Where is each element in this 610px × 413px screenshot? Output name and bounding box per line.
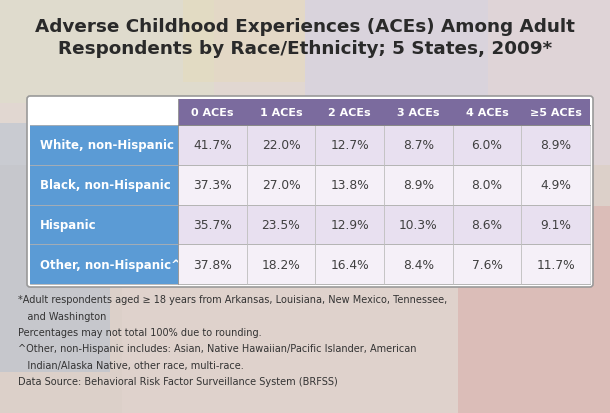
FancyBboxPatch shape [315, 244, 384, 284]
Text: Data Source: Behavioral Risk Factor Surveillance System (BRFSS): Data Source: Behavioral Risk Factor Surv… [18, 377, 338, 387]
Text: 16.4%: 16.4% [331, 258, 369, 271]
Text: 1 ACEs: 1 ACEs [260, 108, 303, 118]
Bar [0, 124, 110, 372]
FancyBboxPatch shape [384, 126, 453, 165]
Text: 9.1%: 9.1% [540, 218, 571, 231]
FancyBboxPatch shape [522, 165, 590, 205]
Text: and Washington: and Washington [18, 311, 106, 321]
Text: 10.3%: 10.3% [399, 218, 437, 231]
FancyBboxPatch shape [246, 244, 315, 284]
FancyBboxPatch shape [246, 126, 315, 165]
Text: 18.2%: 18.2% [262, 258, 300, 271]
FancyBboxPatch shape [178, 244, 246, 284]
Bar [0, 0, 214, 103]
Text: 8.4%: 8.4% [403, 258, 434, 271]
Bar [458, 206, 610, 413]
Text: 37.8%: 37.8% [193, 258, 232, 271]
FancyBboxPatch shape [30, 126, 178, 165]
Text: 41.7%: 41.7% [193, 139, 232, 152]
FancyBboxPatch shape [30, 165, 178, 205]
FancyBboxPatch shape [453, 126, 522, 165]
Text: Percentages may not total 100% due to rounding.: Percentages may not total 100% due to ro… [18, 327, 262, 337]
Text: Hispanic: Hispanic [40, 218, 96, 231]
Text: *Adult respondents aged ≥ 18 years from Arkansas, Louisiana, New Mexico, Tenness: *Adult respondents aged ≥ 18 years from … [18, 294, 447, 304]
Bar [122, 248, 458, 413]
Text: 2 ACEs: 2 ACEs [328, 108, 371, 118]
FancyBboxPatch shape [178, 126, 246, 165]
Text: 8.9%: 8.9% [540, 139, 571, 152]
Text: 4.9%: 4.9% [540, 179, 571, 192]
Text: 12.7%: 12.7% [331, 139, 369, 152]
FancyBboxPatch shape [522, 205, 590, 244]
Text: 6.0%: 6.0% [472, 139, 503, 152]
Text: 37.3%: 37.3% [193, 179, 232, 192]
FancyBboxPatch shape [453, 165, 522, 205]
Text: 8.9%: 8.9% [403, 179, 434, 192]
FancyBboxPatch shape [384, 165, 453, 205]
FancyBboxPatch shape [522, 244, 590, 284]
Text: 7.6%: 7.6% [472, 258, 503, 271]
Text: 35.7%: 35.7% [193, 218, 232, 231]
FancyBboxPatch shape [178, 100, 590, 126]
Text: 27.0%: 27.0% [262, 179, 300, 192]
FancyBboxPatch shape [30, 244, 178, 284]
FancyBboxPatch shape [178, 165, 246, 205]
Text: 12.9%: 12.9% [331, 218, 369, 231]
FancyBboxPatch shape [246, 165, 315, 205]
Bar [305, 0, 610, 165]
Text: Black, non-Hispanic: Black, non-Hispanic [40, 179, 171, 192]
FancyBboxPatch shape [178, 205, 246, 244]
Text: 3 ACEs: 3 ACEs [397, 108, 440, 118]
FancyBboxPatch shape [315, 205, 384, 244]
Text: Adverse Childhood Experiences (ACEs) Among Adult
Respondents by Race/Ethnicity; : Adverse Childhood Experiences (ACEs) Amo… [35, 17, 575, 58]
Text: Indian/Alaska Native, other race, multi-race.: Indian/Alaska Native, other race, multi-… [18, 360, 244, 370]
FancyBboxPatch shape [315, 126, 384, 165]
Text: 22.0%: 22.0% [262, 139, 300, 152]
FancyBboxPatch shape [30, 205, 178, 244]
Text: 13.8%: 13.8% [330, 179, 369, 192]
Text: 4 ACEs: 4 ACEs [465, 108, 508, 118]
Bar [183, 0, 305, 83]
FancyBboxPatch shape [27, 97, 593, 287]
FancyBboxPatch shape [453, 205, 522, 244]
Text: 11.7%: 11.7% [536, 258, 575, 271]
Text: White, non-Hispanic: White, non-Hispanic [40, 139, 174, 152]
Text: Other, non-Hispanic^: Other, non-Hispanic^ [40, 258, 181, 271]
Text: 8.6%: 8.6% [472, 218, 503, 231]
Text: 0 ACEs: 0 ACEs [191, 108, 234, 118]
Text: 23.5%: 23.5% [262, 218, 300, 231]
FancyBboxPatch shape [315, 165, 384, 205]
Bar [305, 0, 488, 103]
FancyBboxPatch shape [384, 205, 453, 244]
Bar [0, 0, 305, 165]
Text: ≥5 ACEs: ≥5 ACEs [529, 108, 581, 118]
FancyBboxPatch shape [384, 244, 453, 284]
Text: ^Other, non-Hispanic includes: Asian, Native Hawaiian/Pacific Islander, American: ^Other, non-Hispanic includes: Asian, Na… [18, 344, 417, 354]
Text: 8.0%: 8.0% [472, 179, 503, 192]
Text: 8.7%: 8.7% [403, 139, 434, 152]
FancyBboxPatch shape [246, 205, 315, 244]
FancyBboxPatch shape [453, 244, 522, 284]
FancyBboxPatch shape [522, 126, 590, 165]
